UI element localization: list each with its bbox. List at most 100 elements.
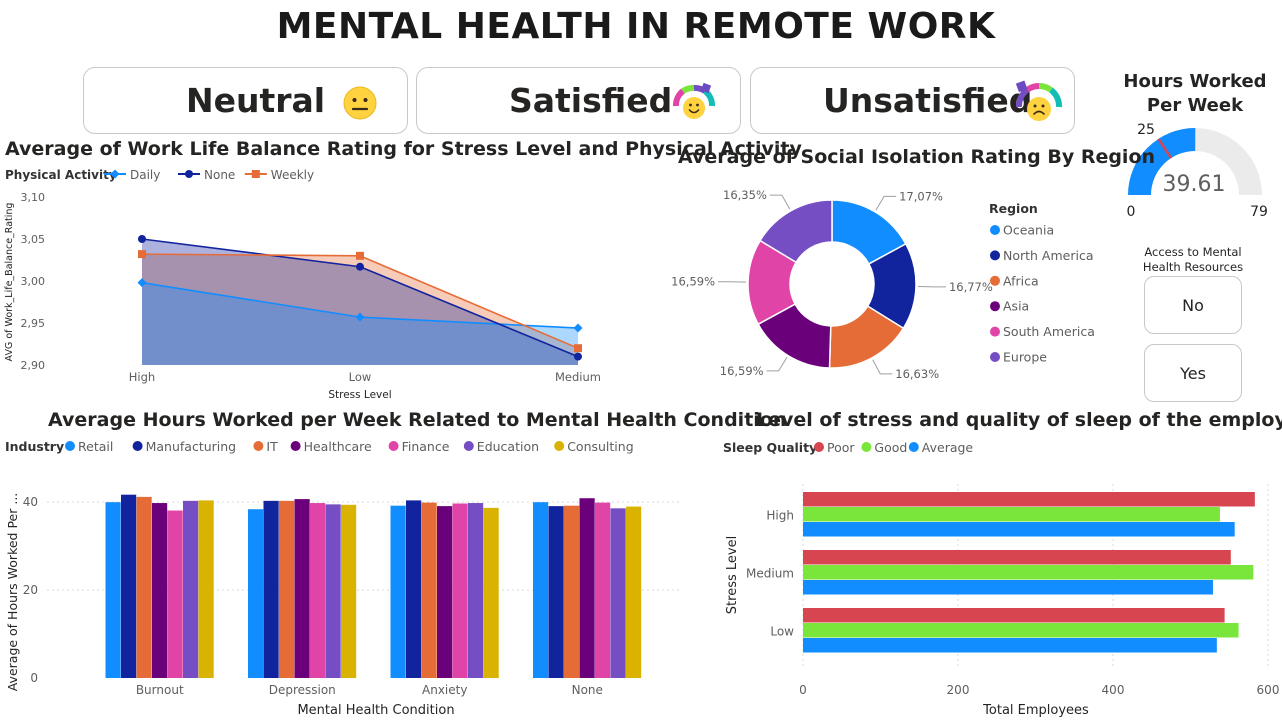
bar-healthcare[interactable] [152,503,168,678]
legend-label-poor[interactable]: Poor [827,440,855,455]
bar-good[interactable] [803,623,1239,638]
bar-manufacturing[interactable] [263,500,279,678]
legend-label-africa[interactable]: Africa [1003,273,1039,288]
bar-good[interactable] [803,507,1220,522]
point-none[interactable] [574,352,582,361]
legend-dot-consulting[interactable] [554,441,565,451]
legend-label-oceania[interactable]: Oceania [1003,223,1054,238]
bar-average[interactable] [803,638,1217,653]
bar-manufacturing[interactable] [121,494,137,678]
legend-label-weekly[interactable]: Weekly [271,168,314,182]
bar-retail[interactable] [390,505,406,678]
bar-retail[interactable] [105,502,121,678]
legend-dot-retail[interactable] [65,441,75,451]
chart4-legend-title: Sleep Quality [723,440,817,455]
bar-consulting[interactable] [341,504,357,678]
legend-label-consulting[interactable]: Consulting [567,439,633,454]
legend-label-healthcare[interactable]: Healthcare [304,439,372,454]
legend-dot-poor[interactable] [814,442,824,452]
legend-marker-weekly[interactable] [251,170,260,178]
point-daily[interactable] [573,323,583,333]
legend-label-asia[interactable]: Asia [1003,299,1029,314]
hours-gauge: 39.61 0 79 25 [1127,122,1268,220]
legend-dot-good[interactable] [861,442,872,452]
legend-dot-healthcare[interactable] [290,441,301,451]
slice-europe[interactable] [759,199,833,264]
bar-education[interactable] [468,503,484,678]
bar-consulting[interactable] [483,507,499,678]
legend-label-education[interactable]: Education [477,439,539,454]
bar-it[interactable] [136,496,152,678]
neutral-face-icon [343,86,377,120]
slicer-option-no[interactable]: No [1144,276,1242,334]
legend-dot-it[interactable] [253,441,264,451]
legend-dot-europe[interactable] [990,352,1000,362]
legend-label-manufacturing[interactable]: Manufacturing [146,439,237,454]
legend-dot-africa[interactable] [990,275,1000,286]
point-daily[interactable] [355,312,365,322]
bar-manufacturing[interactable] [548,506,564,678]
bar-retail[interactable] [248,509,264,678]
bar-finance[interactable] [452,503,468,678]
bar-average[interactable] [803,580,1213,595]
x-tick-label: 400 [1102,683,1125,697]
bar-it[interactable] [279,500,295,678]
bar-good[interactable] [803,565,1254,580]
bar-poor[interactable] [803,608,1225,623]
gauge-min: 0 [1127,204,1136,220]
legend-dot-manufacturing[interactable] [132,441,143,451]
bar-manufacturing[interactable] [406,500,422,678]
legend-label-good[interactable]: Good [874,440,907,455]
legend-dot-south-america[interactable] [990,326,1000,337]
bar-healthcare[interactable] [294,499,310,678]
bar-education[interactable] [325,504,341,678]
kpi-card-satisfied[interactable]: Satisfied [416,67,741,134]
legend-label-retail[interactable]: Retail [78,439,113,454]
bar-consulting[interactable] [626,506,642,678]
legend-dot-oceania[interactable] [990,225,1000,235]
bar-it[interactable] [421,502,437,678]
legend-dot-finance[interactable] [388,441,399,451]
legend-dot-average[interactable] [908,442,919,452]
bar-finance[interactable] [167,510,183,678]
legend-label-finance[interactable]: Finance [402,439,450,454]
bar-poor[interactable] [803,550,1231,565]
slice-value-label: 17,07% [899,189,943,203]
bar-education[interactable] [183,500,199,678]
legend-label-europe[interactable]: Europe [1003,350,1047,365]
x-tick-label: Low [349,370,372,384]
legend-dot-asia[interactable] [990,301,1000,312]
bar-it[interactable] [564,505,580,678]
bar-finance[interactable] [310,503,326,678]
region-donut-chart: 17,07% 16,77% 16,63% 16,59% 16,59% 16,35% Reg… [671,188,1095,380]
point-weekly[interactable] [574,344,582,353]
legend-marker-daily[interactable] [110,169,120,179]
bar-consulting[interactable] [198,500,214,678]
point-none[interactable] [356,262,364,271]
point-weekly[interactable] [356,251,364,260]
gauge-value: 39.61 [1163,172,1226,197]
legend-dot-education[interactable] [463,441,474,451]
legend-marker-none[interactable] [185,170,193,178]
slicer-option-yes[interactable]: Yes [1144,344,1242,402]
chart1-legend-title: Physical Activity [5,168,117,182]
legend-label-average[interactable]: Average [922,440,974,455]
point-daily[interactable] [137,278,147,288]
legend-label-none[interactable]: None [204,168,235,182]
point-weekly[interactable] [138,250,146,259]
bar-healthcare[interactable] [437,506,453,678]
bar-healthcare[interactable] [579,498,595,678]
kpi-card-unsatisfied[interactable]: Unsatisfied [750,67,1075,134]
legend-dot-north-america[interactable] [990,250,1000,261]
legend-label-south-america[interactable]: South America [1003,324,1095,339]
kpi-card-neutral[interactable]: Neutral [83,67,408,134]
bar-education[interactable] [610,508,626,678]
bar-finance[interactable] [595,502,611,678]
legend-label-it[interactable]: IT [266,439,278,454]
point-none[interactable] [138,235,146,243]
legend-label-daily[interactable]: Daily [130,168,160,182]
bar-poor[interactable] [803,492,1255,507]
legend-label-north-america[interactable]: North America [1003,248,1094,263]
bar-average[interactable] [803,522,1235,537]
bar-retail[interactable] [533,502,549,678]
